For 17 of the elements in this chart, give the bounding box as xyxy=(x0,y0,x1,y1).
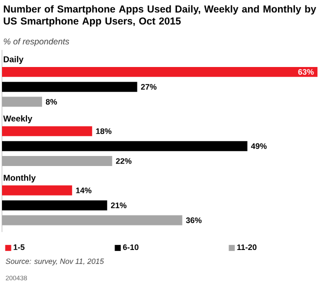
data-label: 36% xyxy=(186,217,202,224)
legend-label: 6-10 xyxy=(123,244,138,250)
legend-label: 1-5 xyxy=(14,244,25,250)
data-label: 63% xyxy=(298,69,314,75)
data-label: 27% xyxy=(141,84,157,90)
chart-title: Number of Smartphone Apps Used Daily, Weekly and Monthly by US Smartphone App Users, Oct 2015 xyxy=(4,5,316,27)
y-tick-label: Weekly xyxy=(3,115,32,124)
legend-label: 11-20 xyxy=(237,244,256,250)
data-label: 22% xyxy=(116,158,132,164)
data-label: 18% xyxy=(96,128,112,134)
data-label: 21% xyxy=(110,202,126,208)
chart-subtitle: % of respondents xyxy=(4,38,70,46)
data-label: 8% xyxy=(46,98,57,105)
data-label: 14% xyxy=(76,188,92,194)
y-tick-label: Monthly xyxy=(4,174,36,182)
data-label: 49% xyxy=(251,143,267,149)
y-tick-label: Daily xyxy=(4,56,24,64)
